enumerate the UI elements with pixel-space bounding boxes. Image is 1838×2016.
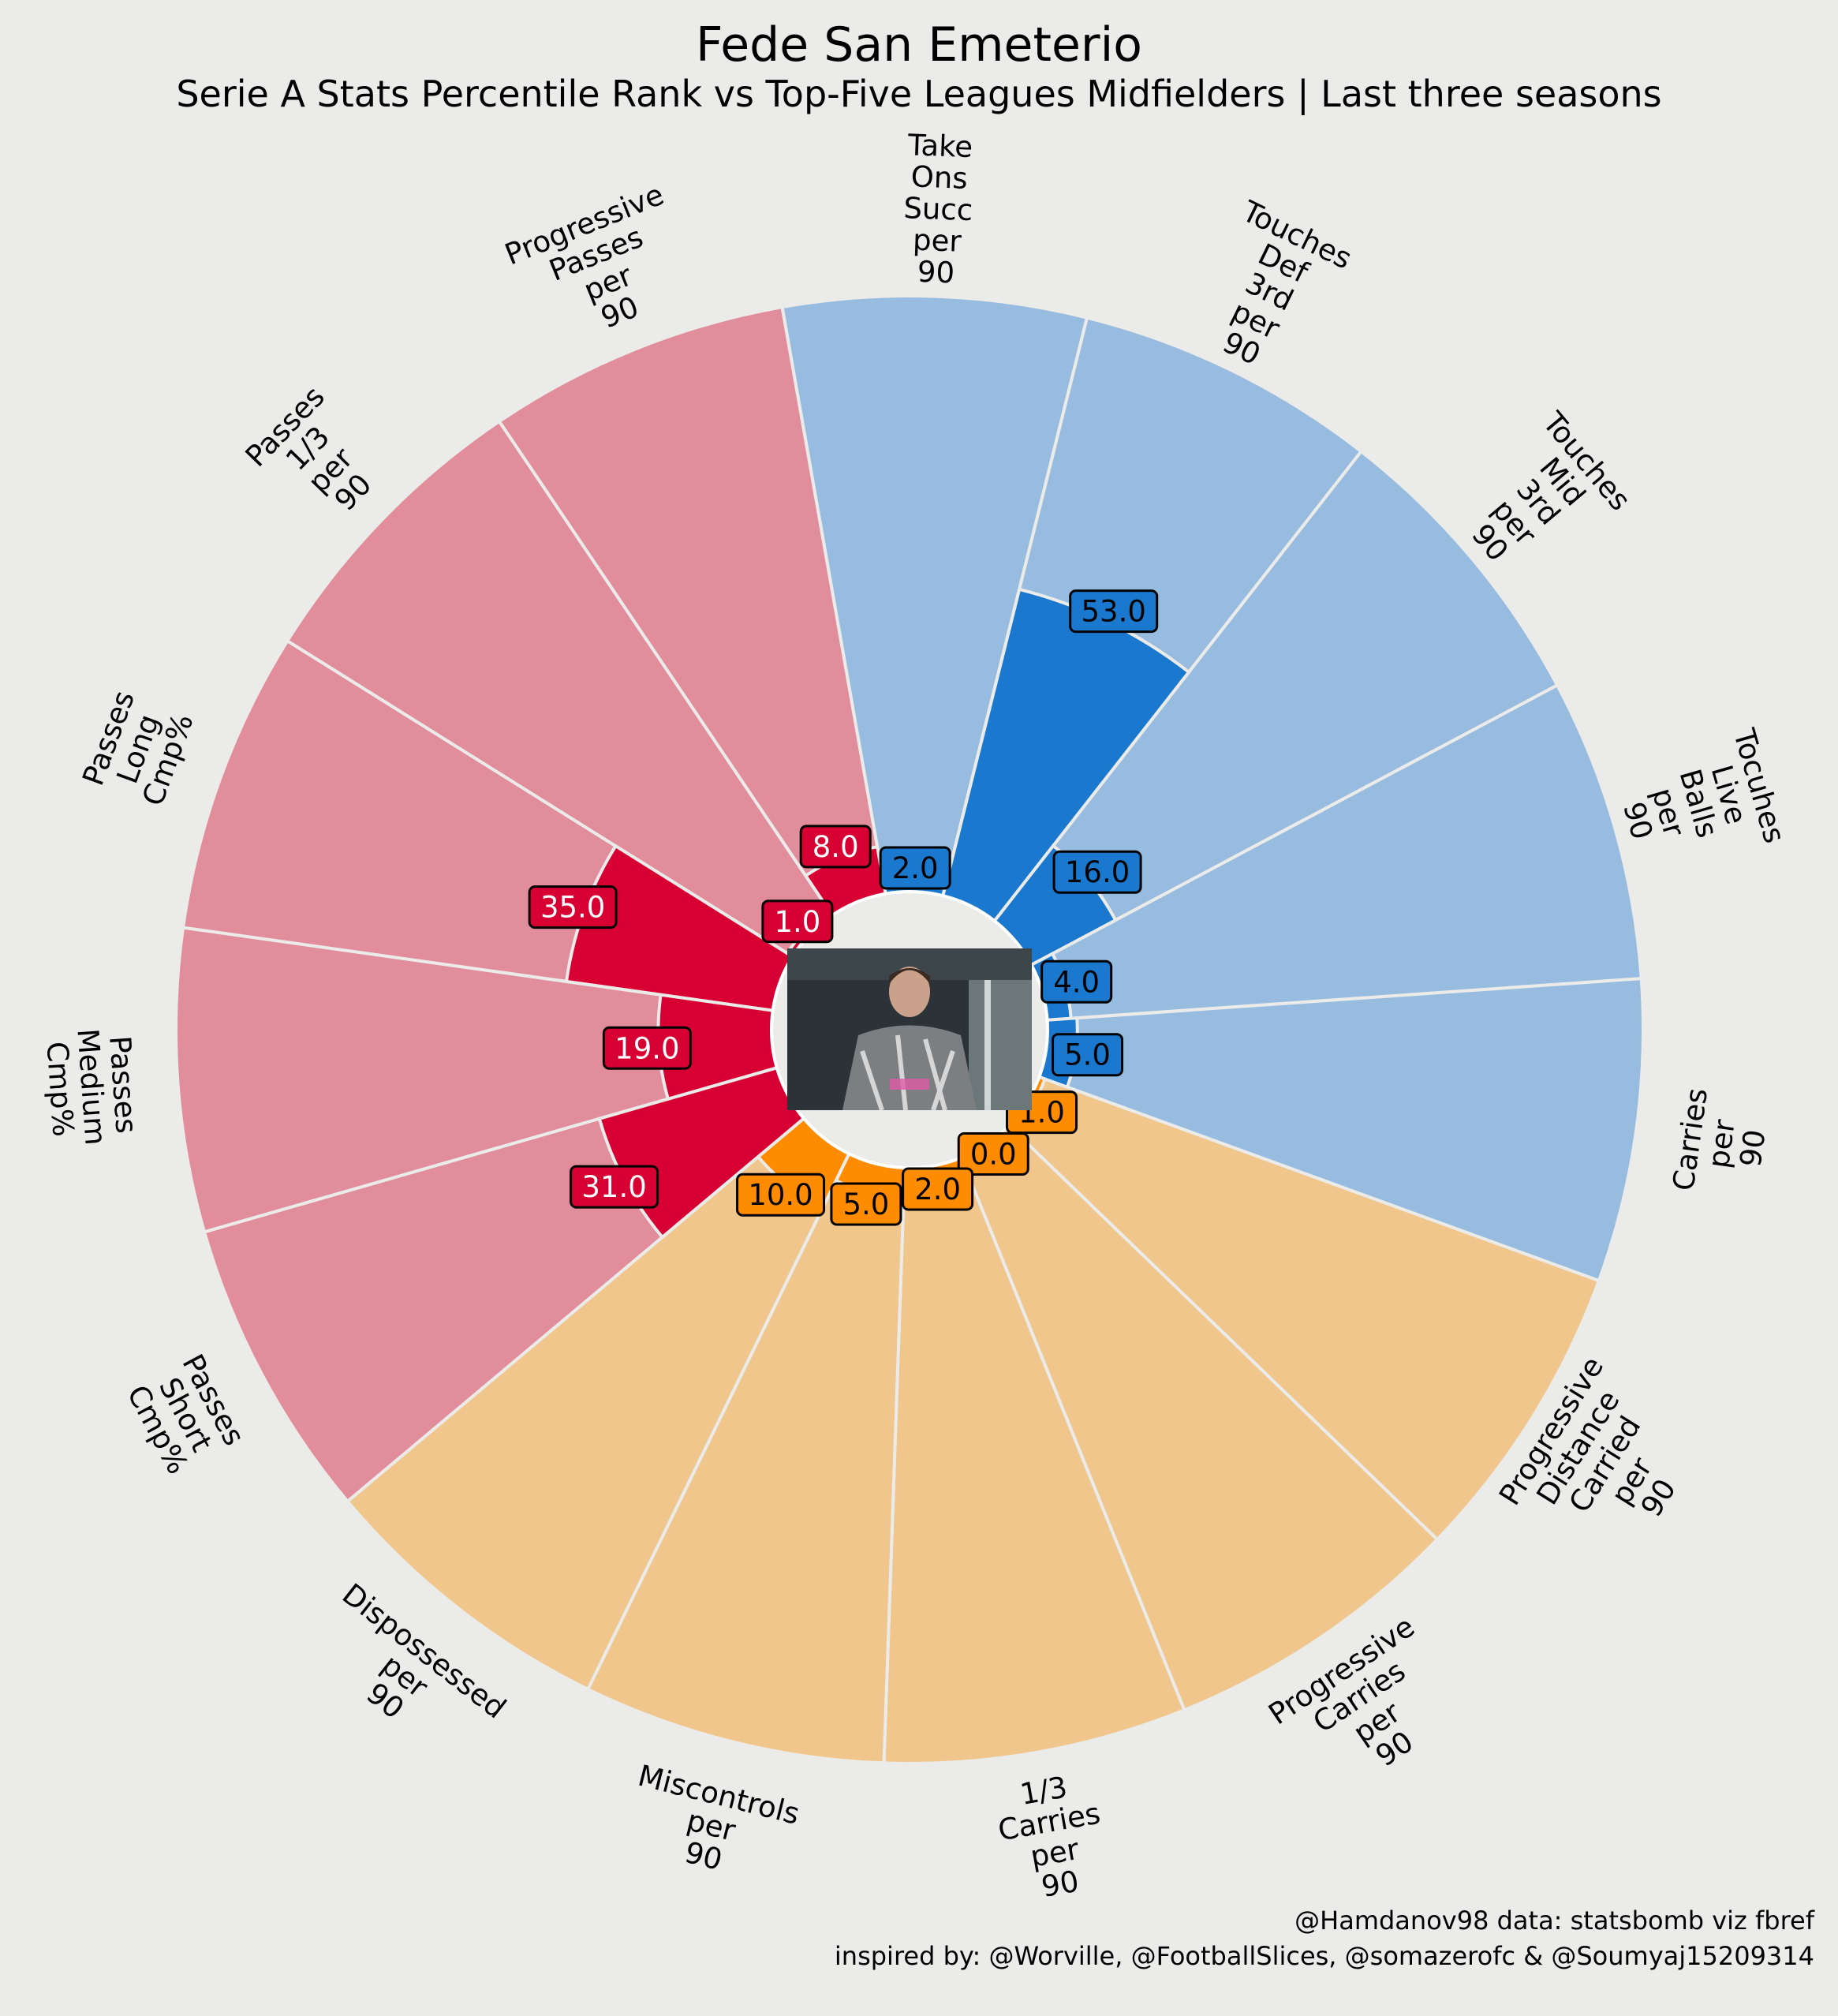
value-label: 35.0 xyxy=(528,885,618,929)
category-label-line: Succ xyxy=(903,191,973,227)
value-label-text: 8.0 xyxy=(813,830,859,864)
value-label: 2.0 xyxy=(902,1167,974,1211)
player-photo-image xyxy=(787,948,1032,1110)
value-label-box xyxy=(528,885,618,929)
category-label: Carriesper90 xyxy=(1666,1086,1776,1201)
value-label-text: 19.0 xyxy=(615,1031,679,1065)
value-label-text: 2.0 xyxy=(892,851,939,885)
value-label-box xyxy=(736,1173,826,1217)
category-label-line: per xyxy=(1028,1832,1082,1874)
value-label: 2.0 xyxy=(879,846,951,890)
value-label: 0.0 xyxy=(957,1132,1029,1176)
value-label: 8.0 xyxy=(799,825,872,869)
value-label-box xyxy=(799,825,872,869)
category-label-line: Take xyxy=(906,128,973,164)
value-label: 10.0 xyxy=(736,1173,826,1217)
value-label-text: 53.0 xyxy=(1082,595,1146,629)
background-wedge xyxy=(908,1028,1440,1712)
value-label-text: 16.0 xyxy=(1065,855,1130,889)
background-wedge xyxy=(174,926,910,1234)
value-label: 5.0 xyxy=(1052,1033,1124,1077)
value-label-text: 0.0 xyxy=(970,1138,1017,1172)
category-label-line: 90 xyxy=(917,255,955,290)
value-labels: 2.0 53.0 16.0 4.0 5.0 1.0 0.0 2.0 5.0 10.0 31.0 19.… xyxy=(528,589,1159,1226)
background-wedge xyxy=(882,1029,1186,1765)
category-label: Passes1/3per90 xyxy=(239,380,399,539)
background-wedge xyxy=(780,294,1089,1030)
value-label-box xyxy=(1052,850,1142,894)
category-label: PassesLongCmp% xyxy=(76,686,200,812)
category-label-line: 90 xyxy=(1733,1128,1772,1169)
background-wedge xyxy=(909,683,1643,1031)
value-label-box xyxy=(830,1182,902,1226)
value-label-box xyxy=(602,1026,692,1070)
value-label-text: 1.0 xyxy=(774,905,820,939)
value-label: 5.0 xyxy=(830,1182,902,1226)
value-label-box xyxy=(761,900,834,944)
credit-line-1: @Hamdanov98 data: statsbomb viz fbref xyxy=(1294,1906,1814,1936)
background-wedge xyxy=(585,1029,911,1765)
category-label-line: 1/3 xyxy=(1018,1770,1070,1812)
category-label: TakeOnsSuccper90 xyxy=(901,128,976,290)
value-label: 16.0 xyxy=(1052,850,1142,894)
value-label-text: 5.0 xyxy=(842,1188,889,1221)
value-label-box xyxy=(957,1132,1029,1176)
value-label-text: 10.0 xyxy=(748,1178,813,1212)
value-label: 19.0 xyxy=(602,1026,692,1070)
category-label: 1/3Carriesper90 xyxy=(990,1765,1114,1909)
chart-title: Fede San Emeterio xyxy=(696,17,1142,73)
value-label-text: 2.0 xyxy=(914,1173,961,1206)
background-wedge xyxy=(285,419,911,1031)
value-label: 31.0 xyxy=(570,1165,659,1209)
value-label-box xyxy=(570,1165,659,1209)
category-label-line: 90 xyxy=(1039,1865,1082,1905)
category-label-line: per xyxy=(912,223,962,259)
category-label-line: Passes xyxy=(103,1034,144,1135)
category-label-line: per xyxy=(1702,1116,1742,1170)
value-label-box xyxy=(1069,589,1159,634)
category-label: PassesShortCmp% xyxy=(120,1348,252,1480)
category-label-line: Ons xyxy=(910,159,968,195)
value-label-text: 4.0 xyxy=(1053,965,1100,999)
value-label: 1.0 xyxy=(761,900,834,944)
category-label: Miscontrolsper90 xyxy=(619,1759,803,1893)
value-label: 4.0 xyxy=(1040,959,1113,1004)
category-label: ProgressivePassesper90 xyxy=(500,178,704,360)
background-wedge xyxy=(908,1028,1601,1542)
value-label-text: 31.0 xyxy=(581,1170,646,1204)
value-label: 53.0 xyxy=(1069,589,1159,634)
value-label-box xyxy=(1052,1033,1124,1077)
category-label: PassesMediumCmp% xyxy=(39,1025,144,1148)
player-photo xyxy=(787,948,1032,1110)
value-label-text: 35.0 xyxy=(540,891,605,925)
category-label-line: Cmp% xyxy=(39,1041,80,1138)
value-label-box xyxy=(879,846,951,890)
chart-subtitle: Serie A Stats Percentile Rank vs Top-Fiv… xyxy=(176,73,1662,115)
category-label-line: Medium xyxy=(70,1027,112,1146)
category-label: TocuhesLiveBallsper90 xyxy=(1605,724,1791,881)
credit-line-2: inspired by: @Worville, @FootballSlices,… xyxy=(834,1941,1814,1971)
value-label-box xyxy=(1040,959,1113,1004)
value-label-text: 5.0 xyxy=(1064,1038,1111,1072)
value-label-box xyxy=(902,1167,974,1211)
